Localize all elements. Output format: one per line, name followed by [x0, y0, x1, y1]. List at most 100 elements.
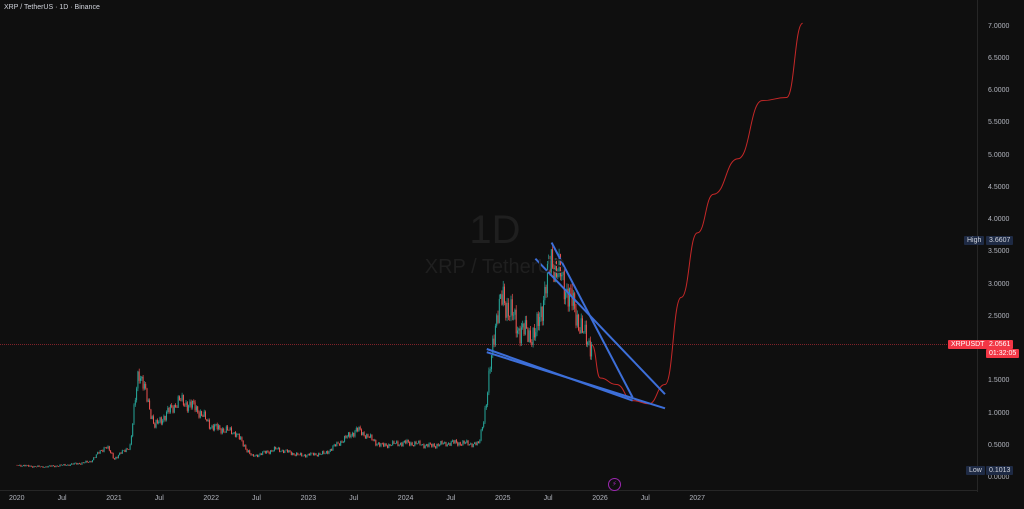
candle-body: [392, 441, 394, 446]
candle-body: [423, 444, 425, 449]
candle-body: [483, 422, 485, 427]
candle-body: [403, 440, 405, 443]
candle-body: [532, 327, 534, 346]
candle-body: [299, 453, 301, 455]
candle-body: [21, 465, 23, 467]
candle-body: [289, 450, 291, 453]
candle-body: [383, 443, 385, 447]
candle-body: [338, 443, 340, 446]
candle-body: [444, 442, 446, 444]
price-tick: 6.5000: [988, 54, 1010, 62]
candle-body: [276, 448, 278, 450]
candle-body: [130, 436, 132, 445]
candle-body: [379, 442, 381, 447]
time-axis[interactable]: [0, 490, 977, 509]
candle-body: [236, 434, 238, 437]
candle-body: [565, 292, 567, 300]
candle-body: [578, 314, 580, 331]
candle-body: [401, 443, 403, 447]
trendline: [550, 242, 634, 398]
candle-body: [353, 432, 355, 437]
candle-body: [452, 440, 453, 442]
candle-body: [522, 323, 524, 328]
candle-body: [286, 449, 288, 453]
candle-body: [297, 452, 299, 455]
candle-body: [39, 466, 41, 468]
candle-body: [471, 443, 473, 448]
candle-body: [146, 388, 148, 402]
candle-body: [510, 299, 512, 317]
candle-body: [270, 450, 271, 454]
price-tick: 4.5000: [988, 183, 1010, 191]
symbol-title[interactable]: XRP / TetherUS · 1D · Binance: [4, 4, 100, 11]
candle-body: [294, 454, 296, 456]
candle-body: [223, 428, 225, 432]
candle-body: [432, 443, 434, 447]
candle-body: [301, 453, 303, 457]
candle-body: [537, 313, 539, 326]
candle-body: [62, 465, 63, 466]
candle-body: [142, 376, 144, 389]
candle-body: [246, 449, 248, 452]
candle-body: [46, 466, 48, 468]
trendline: [486, 351, 666, 410]
low-value: 0.1013: [986, 466, 1014, 475]
candle-body: [93, 457, 95, 461]
candle-body: [101, 450, 102, 451]
candle-body: [550, 249, 552, 273]
candle-body: [588, 340, 590, 343]
candle-body: [145, 383, 147, 389]
candle-body: [117, 455, 119, 459]
candle-body: [324, 453, 326, 454]
candle-body: [575, 308, 577, 326]
candle-body: [342, 441, 344, 443]
candle-body: [43, 467, 45, 468]
candle-body: [293, 452, 295, 455]
candle-body: [514, 309, 516, 315]
candle-body: [175, 404, 177, 408]
candle-body: [419, 440, 421, 446]
candle-body: [262, 451, 264, 455]
candle-body: [279, 447, 281, 452]
candle-body: [491, 355, 492, 370]
time-tick: 2023: [300, 495, 317, 502]
candle-body: [32, 466, 34, 468]
candle-body: [254, 456, 256, 457]
candle-body: [26, 465, 28, 466]
candle-body: [348, 432, 349, 437]
lightning-icon[interactable]: ⚡: [608, 478, 621, 491]
candle-body: [366, 434, 368, 439]
candle-body: [240, 437, 242, 440]
price-axis[interactable]: [977, 0, 1024, 492]
candle-body: [351, 432, 353, 436]
candle-body: [341, 441, 343, 443]
candle-body: [561, 274, 563, 277]
candle-body: [524, 320, 526, 335]
candle-body: [327, 451, 329, 454]
candle-body: [34, 466, 36, 467]
candle-body: [520, 327, 522, 344]
candle-body: [506, 302, 508, 318]
candle-body: [462, 440, 464, 445]
candle-body: [241, 437, 243, 441]
price-tick: 6.0000: [988, 87, 1010, 94]
candle-body: [439, 444, 440, 446]
candle-body: [59, 464, 61, 467]
candle-body: [467, 440, 469, 446]
candle-body: [194, 402, 196, 411]
candle-body: [272, 450, 274, 452]
candle-body: [333, 444, 335, 447]
candle-body: [69, 464, 71, 466]
candle-body: [527, 328, 529, 342]
candle-body: [513, 314, 515, 316]
candle-body: [325, 451, 327, 454]
candle-body: [225, 426, 227, 433]
candle-body: [449, 443, 451, 446]
candle-body: [112, 453, 114, 459]
candle-body: [180, 400, 182, 401]
candle-body: [82, 462, 84, 463]
candle-body: [151, 416, 153, 419]
candle-body: [448, 443, 450, 445]
candle-body: [104, 447, 106, 448]
